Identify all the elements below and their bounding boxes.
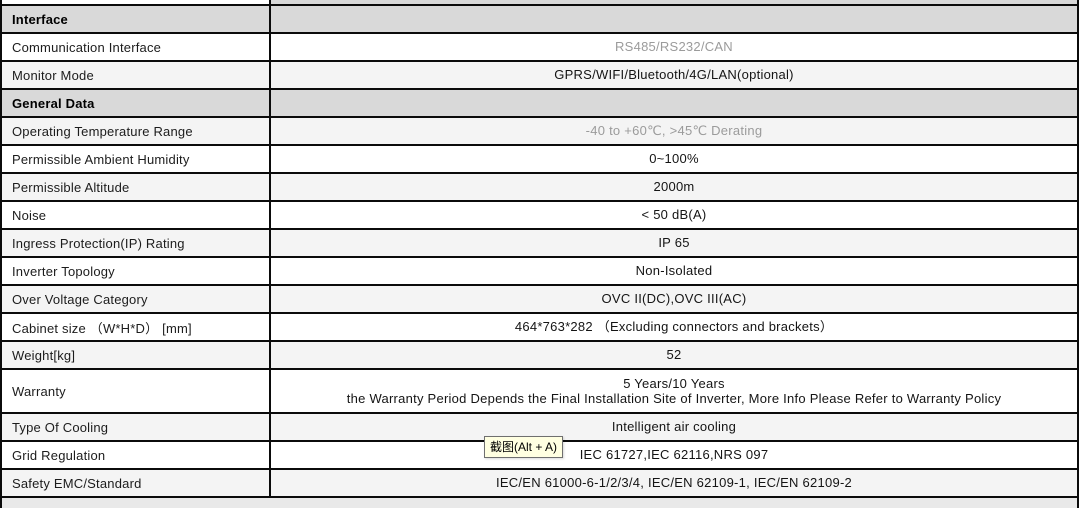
spec-row: Safety EMC/Standard IEC/EN 61000-6-1/2/3/… [2,470,1077,498]
section-header-row: General Data [2,90,1077,118]
section-header-label: General Data [2,90,271,116]
spec-value-line1: < 50 dB(A) [641,207,707,223]
spec-row: Operating Temperature Range -40 to +60℃, … [2,118,1077,146]
spec-label: Operating Temperature Range [2,118,271,144]
spec-row: Type Of Cooling Intelligent air cooling [2,414,1077,442]
spec-row: Weight[kg] 52 [2,342,1077,370]
spec-label: Warranty [2,370,271,412]
spec-label: Safety EMC/Standard [2,470,271,496]
section-header-row: Interface [2,6,1077,34]
cropped-row-top [2,0,1077,6]
spec-value-line1: 464*763*282 （Excluding connectors and br… [514,319,834,335]
spec-label: Monitor Mode [2,62,271,88]
spec-row: Warranty 5 Years/10 Years the Warranty Per… [2,370,1077,414]
spec-label: Permissible Ambient Humidity [2,146,271,172]
spec-value: IEC/EN 61000-6-1/2/3/4, IEC/EN 62109-1, … [271,470,1077,496]
spec-row: Permissible Ambient Humidity 0~100% [2,146,1077,174]
spec-value: Intelligent air cooling [271,414,1077,440]
spec-row: Permissible Altitude 2000m [2,174,1077,202]
spec-row: Noise < 50 dB(A) [2,202,1077,230]
spec-value: IEC 61727,IEC 62116,NRS 097 [271,442,1077,468]
spec-value-line1: OVC II(DC),OVC III(AC) [601,291,747,307]
spec-value: Non-Isolated [271,258,1077,284]
spec-row: Grid Regulation IEC 61727,IEC 62116,NRS 0… [2,442,1077,470]
spec-value-line1: Intelligent air cooling [611,419,737,435]
spec-value: 52 [271,342,1077,368]
spec-value: 464*763*282 （Excluding connectors and br… [271,314,1077,340]
spec-value-line1: IP 65 [658,235,690,251]
spec-value-line1: Non-Isolated [635,263,713,279]
cropped-row-bottom [2,498,1077,508]
spec-row: Ingress Protection(IP) Rating IP 65 [2,230,1077,258]
spec-label: Grid Regulation [2,442,271,468]
spec-value: IP 65 [271,230,1077,256]
section-header-spacer [271,6,1077,32]
spec-value: -40 to +60℃, >45℃ Derating [271,118,1077,144]
spec-label: Inverter Topology [2,258,271,284]
spec-value-line1: IEC/EN 61000-6-1/2/3/4, IEC/EN 62109-1, … [495,475,853,491]
spec-row: Inverter Topology Non-Isolated [2,258,1077,286]
spec-value: RS485/RS232/CAN [271,34,1077,60]
spec-label: Ingress Protection(IP) Rating [2,230,271,256]
spec-value-line1: 2000m [653,179,695,195]
spec-value-line1: IEC 61727,IEC 62116,NRS 097 [579,447,769,463]
spec-value: GPRS/WIFI/Bluetooth/4G/LAN(optional) [271,62,1077,88]
cropped-label-cell [2,0,271,4]
spec-label: Type Of Cooling [2,414,271,440]
spec-value: 5 Years/10 Years the Warranty Period Depe… [271,370,1077,412]
spec-value-line1: 0~100% [649,151,699,167]
spec-value: 0~100% [271,146,1077,172]
spec-label: Permissible Altitude [2,174,271,200]
section-header-spacer [271,90,1077,116]
spec-value-line1: 5 Years/10 Years [623,375,725,391]
spec-row: Communication Interface RS485/RS232/CAN [2,34,1077,62]
spec-row: Cabinet size （W*H*D） [mm] 464*763*282 （Ex… [2,314,1077,342]
spec-row: Monitor Mode GPRS/WIFI/Bluetooth/4G/LAN(o… [2,62,1077,90]
spec-value: OVC II(DC),OVC III(AC) [271,286,1077,312]
section-header-label: Interface [2,6,271,32]
spec-value-line1: RS485/RS232/CAN [615,39,733,55]
spec-value: 2000m [271,174,1077,200]
spec-value-line1: 52 [666,347,682,363]
spec-label: Weight[kg] [2,342,271,368]
spec-label: Communication Interface [2,34,271,60]
spec-value-line1: -40 to +60℃, >45℃ Derating [585,123,763,139]
spec-value-line1: GPRS/WIFI/Bluetooth/4G/LAN(optional) [554,67,794,83]
spec-value-line2: the Warranty Period Depends the Final In… [346,391,1002,406]
cropped-value-cell [271,0,1077,4]
spec-label: Cabinet size （W*H*D） [mm] [2,314,271,340]
spec-value: < 50 dB(A) [271,202,1077,228]
spec-label: Noise [2,202,271,228]
spec-label: Over Voltage Category [2,286,271,312]
screenshot-shortcut-tooltip: 截图(Alt + A) [484,436,564,458]
spec-row: Over Voltage Category OVC II(DC),OVC III(… [2,286,1077,314]
